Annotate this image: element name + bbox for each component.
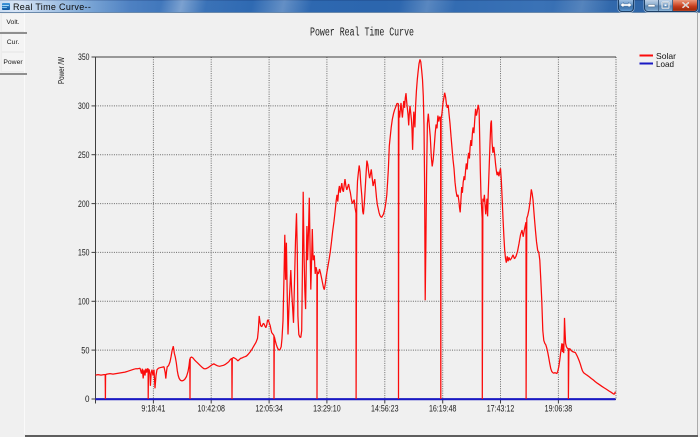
svg-text:250: 250 — [78, 150, 90, 161]
svg-text:9:18:41: 9:18:41 — [141, 404, 165, 415]
svg-text:12:05:34: 12:05:34 — [255, 404, 283, 415]
svg-text:10:42:08: 10:42:08 — [197, 404, 225, 415]
svg-text:Power /W: Power /W — [56, 57, 66, 84]
svg-text:50: 50 — [81, 345, 89, 356]
svg-text:100: 100 — [78, 297, 90, 308]
svg-text:19:06:38: 19:06:38 — [545, 404, 573, 415]
svg-text:Power Real Time Curve: Power Real Time Curve — [310, 27, 414, 40]
svg-text:200: 200 — [78, 199, 90, 210]
svg-text:0: 0 — [85, 394, 90, 405]
svg-text:14:56:23: 14:56:23 — [371, 404, 399, 415]
svg-text:Solar: Solar — [656, 51, 676, 61]
svg-text:17:43:12: 17:43:12 — [487, 404, 515, 415]
svg-text:16:19:48: 16:19:48 — [429, 404, 457, 415]
svg-text:13:29:10: 13:29:10 — [313, 404, 341, 415]
svg-text:300: 300 — [78, 101, 90, 112]
svg-text:350: 350 — [78, 52, 90, 63]
svg-text:150: 150 — [78, 248, 90, 259]
svg-text:Load: Load — [656, 59, 674, 69]
